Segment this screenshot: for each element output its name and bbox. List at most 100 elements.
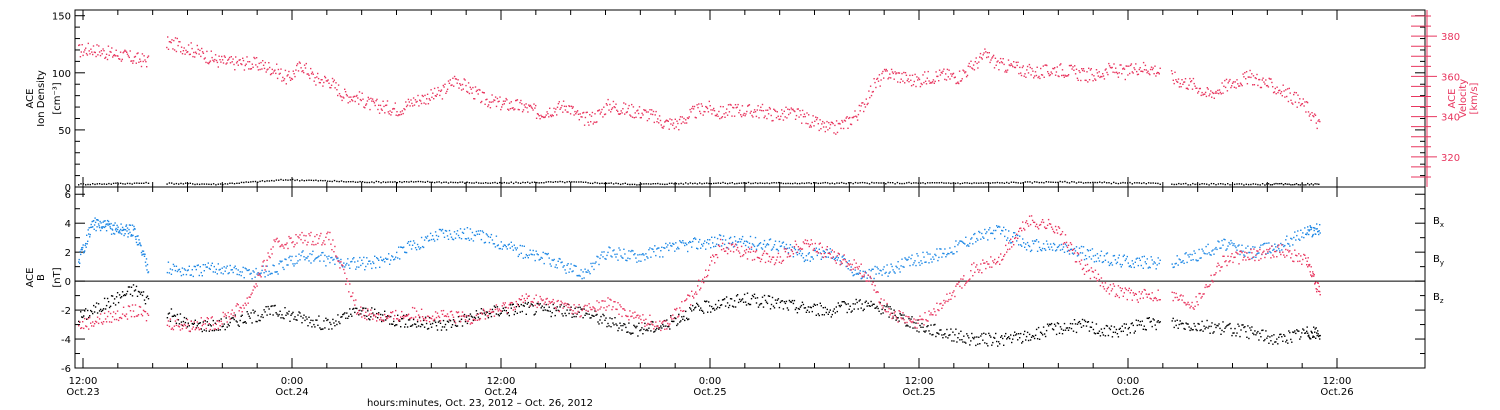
bottom-data-point <box>1106 252 1109 254</box>
top-data-point <box>908 181 910 184</box>
bottom-data-point <box>661 246 663 248</box>
bottom-data-point <box>1278 248 1280 250</box>
top-data-point <box>779 118 781 120</box>
top-data-point <box>1067 75 1069 77</box>
bottom-data-point <box>1305 233 1307 235</box>
top-data-point <box>678 183 680 185</box>
bottom-data-point <box>627 257 629 259</box>
bottom-data-point <box>375 267 377 269</box>
bottom-data-point <box>1023 333 1025 336</box>
bottom-data-point <box>840 263 842 265</box>
top-data-point <box>809 124 812 127</box>
bottom-data-point <box>845 265 847 268</box>
bottom-data-point <box>254 276 256 278</box>
top-data-point <box>945 73 947 75</box>
bottom-data-point <box>814 249 816 251</box>
bottom-data-point <box>914 327 916 329</box>
bottom-data-point <box>173 325 176 327</box>
bottom-data-point <box>83 315 85 317</box>
bottom-data-point <box>877 268 879 270</box>
top-data-point <box>615 103 617 105</box>
bottom-data-point <box>1108 264 1111 267</box>
bottom-data-point <box>513 244 515 246</box>
bottom-data-point <box>1293 236 1295 239</box>
bottom-data-point <box>1028 245 1031 248</box>
bottom-data-point <box>201 330 203 333</box>
bottom-data-point <box>1099 254 1102 257</box>
top-data-point <box>417 180 419 183</box>
bottom-data-point <box>1077 254 1080 256</box>
top-data-point <box>299 180 301 182</box>
bottom-data-point <box>254 286 256 289</box>
bottom-data-point <box>131 224 134 226</box>
bottom-data-point <box>673 320 675 323</box>
bottom-data-point <box>884 309 886 311</box>
bottom-data-point <box>199 266 201 268</box>
top-data-point <box>1087 181 1089 184</box>
bottom-data-point <box>78 320 80 323</box>
bottom-data-point <box>437 235 440 238</box>
top-data-point <box>135 62 137 64</box>
bottom-data-point <box>114 229 117 231</box>
bottom-data-point <box>850 266 852 268</box>
top-data-point <box>929 82 931 84</box>
top-data-point <box>648 118 650 120</box>
bottom-data-point <box>86 234 88 236</box>
bottom-data-point <box>1310 338 1312 340</box>
bottom-data-point <box>581 277 583 280</box>
top-data-point <box>475 90 478 93</box>
top-data-point <box>1050 181 1052 183</box>
top-data-point <box>1032 70 1034 72</box>
top-data-point <box>1062 74 1065 76</box>
bottom-data-point <box>619 249 621 251</box>
top-data-point <box>258 62 260 65</box>
bottom-data-point <box>962 241 964 244</box>
bottom-data-point <box>1194 252 1196 254</box>
top-data-point <box>1244 72 1246 74</box>
bottom-data-point <box>875 307 877 309</box>
bottom-data-point <box>209 268 211 270</box>
bottom-data-point <box>289 255 291 257</box>
top-data-point <box>1025 76 1027 78</box>
top-data-point <box>732 106 734 109</box>
top-data-point <box>643 109 645 111</box>
bottom-data-point <box>377 258 379 260</box>
bottom-data-point <box>328 328 330 330</box>
bottom-data-point <box>615 323 617 325</box>
bottom-data-point <box>556 267 558 269</box>
bottom-data-point <box>615 256 617 258</box>
bottom-data-point <box>355 299 357 301</box>
top-data-point <box>906 79 908 82</box>
top-data-point <box>839 123 841 125</box>
bottom-data-point <box>528 254 530 256</box>
top-data-point <box>374 104 376 107</box>
bottom-data-point <box>139 242 141 244</box>
bottom-data-point <box>637 335 639 337</box>
top-data-point <box>1224 183 1226 186</box>
bottom-data-point <box>557 260 559 262</box>
bottom-data-point <box>946 328 948 331</box>
top-data-point <box>755 115 758 118</box>
top-data-point <box>654 114 656 116</box>
bottom-data-point <box>267 274 269 276</box>
bottom-data-point <box>1152 318 1154 320</box>
bottom-data-point <box>520 252 522 254</box>
bottom-data-point <box>967 244 969 246</box>
bottom-data-point <box>967 335 969 337</box>
bottom-data-point <box>1050 246 1053 248</box>
bottom-data-point <box>424 236 427 238</box>
bottom-data-point <box>567 263 569 265</box>
bottom-data-point <box>861 277 863 279</box>
top-data-point <box>853 115 855 118</box>
top-data-point <box>554 111 556 113</box>
bottom-data-point <box>286 312 288 314</box>
top-data-point <box>590 115 593 117</box>
bottom-data-point <box>228 272 230 274</box>
top-data-point <box>1052 181 1054 183</box>
bottom-data-point <box>1014 331 1016 333</box>
bottom-data-point <box>237 269 239 271</box>
top-data-point <box>706 106 708 108</box>
top-data-point <box>992 182 994 184</box>
bottom-data-point <box>1180 261 1182 264</box>
top-data-point <box>1257 84 1259 87</box>
